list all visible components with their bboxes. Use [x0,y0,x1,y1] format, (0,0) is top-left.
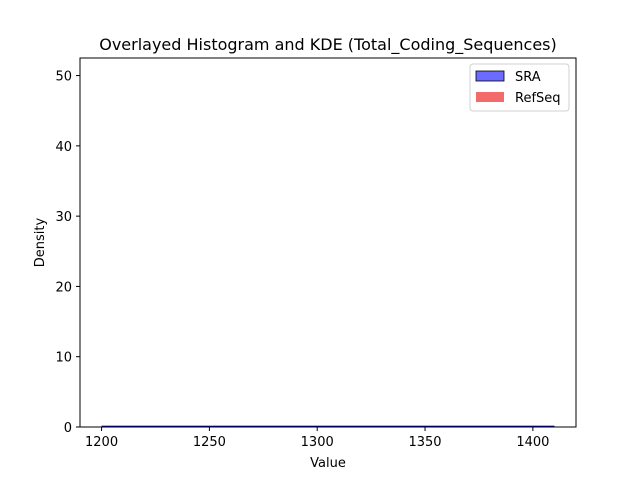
y-axis-label: Density [33,217,48,267]
y-tick-label: 0 [64,421,72,436]
x-tick-label: 1250 [193,435,226,450]
legend: SRA RefSeq [469,63,570,112]
x-tick-label: 1200 [85,435,118,450]
legend-label-refseq: RefSeq [515,91,561,106]
x-tick-label: 1300 [301,435,334,450]
x-tick-label: 1350 [408,435,441,450]
x-axis-label: Value [310,456,346,471]
legend-label-sra: SRA [515,70,541,85]
axes-frame [79,57,577,428]
legend-swatch-sra [475,70,505,82]
y-tick-label: 30 [55,210,72,225]
legend-swatch-refseq [476,92,504,102]
y-tick-label: 50 [55,70,72,85]
y-tick-label: 10 [55,351,72,366]
y-tick-label: 20 [55,280,72,295]
axes: 1200 1250 1300 1350 1400 0 10 20 30 40 50 [55,57,577,450]
y-tick-label: 40 [55,140,72,155]
chart-title: Overlayed Histogram and KDE (Total_Codin… [99,35,557,55]
x-tick-label: 1400 [516,435,549,450]
